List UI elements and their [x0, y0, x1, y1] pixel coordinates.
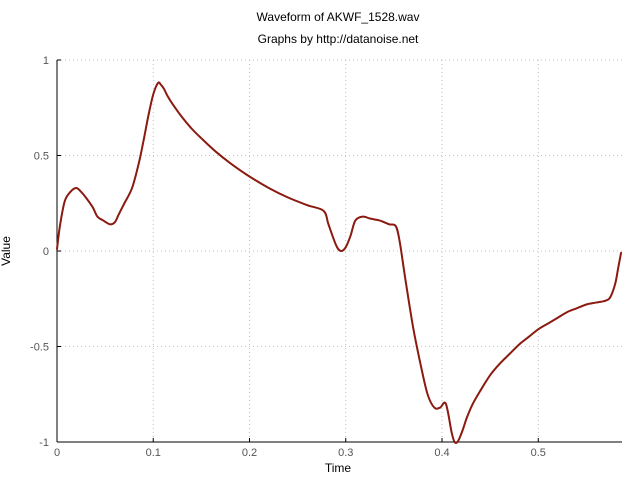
series-line-0: [56, 81, 623, 444]
x-tick-label-0.5: 0.5: [531, 447, 546, 459]
y-tick-label--0.5: -0.5: [30, 342, 49, 354]
y-tick-label-0: 0: [43, 246, 49, 258]
x-tick-label-0.1: 0.1: [146, 447, 161, 459]
y-axis-label: Value: [0, 236, 13, 266]
x-tick-label-0.4: 0.4: [434, 447, 449, 459]
x-tick-label-0.2: 0.2: [242, 447, 257, 459]
chart-title: Waveform of AKWF_1528.wav: [257, 10, 420, 24]
axis-ticks: 0 0.1 0.2 0.3 0.4 0.5 1 0.5 0 -0.5 -1: [30, 55, 546, 459]
x-axis-label: Time: [325, 461, 352, 475]
x-tick-label-0: 0: [54, 447, 60, 459]
series-layer: [56, 81, 623, 444]
y-tick-label-1: 1: [43, 55, 49, 67]
y-tick-label-0.5: 0.5: [34, 151, 49, 163]
x-tick-label-0.3: 0.3: [338, 447, 353, 459]
y-tick-label--1: -1: [39, 437, 49, 449]
chart-subtitle: Graphs by http://datanoise.net: [258, 32, 419, 46]
